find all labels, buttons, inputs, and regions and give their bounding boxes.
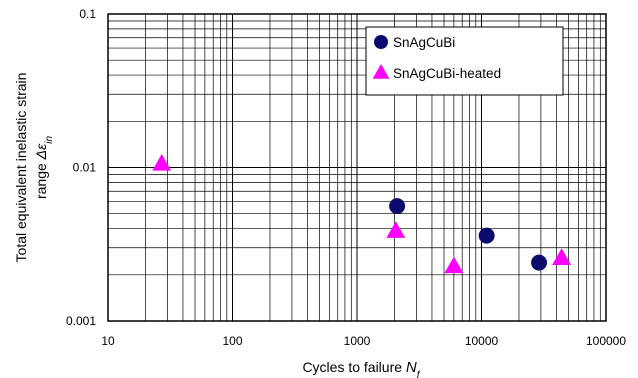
data-point-triangle: [552, 248, 572, 265]
data-point-circle: [389, 198, 406, 215]
y-axis-label-line1: Total equivalent inelastic strain: [13, 73, 29, 263]
x-tick-label: 100000: [586, 334, 626, 348]
y-axis-label-sub: in: [44, 136, 55, 144]
plot-frame: [107, 13, 607, 322]
y-tick-label: 0.01: [73, 161, 97, 175]
y-axis-label-range: range: [33, 163, 49, 199]
y-axis-label-line2: range Δεin: [33, 136, 55, 199]
data-point-triangle: [152, 153, 172, 171]
x-tick-label: 10: [101, 334, 115, 348]
data-point-triangle: [386, 221, 406, 238]
x-axis-label: Cycles to failure Nf: [302, 359, 420, 378]
legend-marker-triangle: [372, 64, 390, 79]
x-tick-label: 1000: [344, 334, 371, 348]
data-point-circle: [531, 254, 548, 271]
data-markers: [152, 153, 572, 274]
y-tick-label: 0.001: [66, 314, 96, 328]
data-point-triangle: [444, 256, 464, 274]
x-axis-label-symbol: N: [406, 359, 417, 376]
x-tick-label: 100: [222, 334, 242, 348]
legend-entry-snagcubi-heated: SnAgCuBi-heated: [393, 66, 501, 81]
x-axis-label-sub: f: [417, 370, 421, 378]
legend: SnAgCuBi SnAgCuBi-heated: [365, 26, 564, 96]
y-tick-label: 0.1: [79, 7, 96, 21]
x-tick-label: 10000: [465, 334, 499, 348]
x-tick-labels: 10 100 1000 10000 100000: [101, 334, 626, 348]
y-tick-labels: 0.001 0.01 0.1: [66, 7, 96, 328]
grid: [107, 14, 606, 322]
y-axis-label-symbol: Δε: [33, 143, 49, 160]
data-point-circle: [478, 227, 495, 244]
legend-entry-snagcubi: SnAgCuBi: [393, 35, 455, 50]
x-axis-label-text: Cycles to failure: [302, 359, 402, 375]
y-axis-label: Total equivalent inelastic strain range …: [13, 73, 55, 263]
legend-box: [365, 26, 564, 96]
legend-marker-circle: [374, 35, 388, 49]
